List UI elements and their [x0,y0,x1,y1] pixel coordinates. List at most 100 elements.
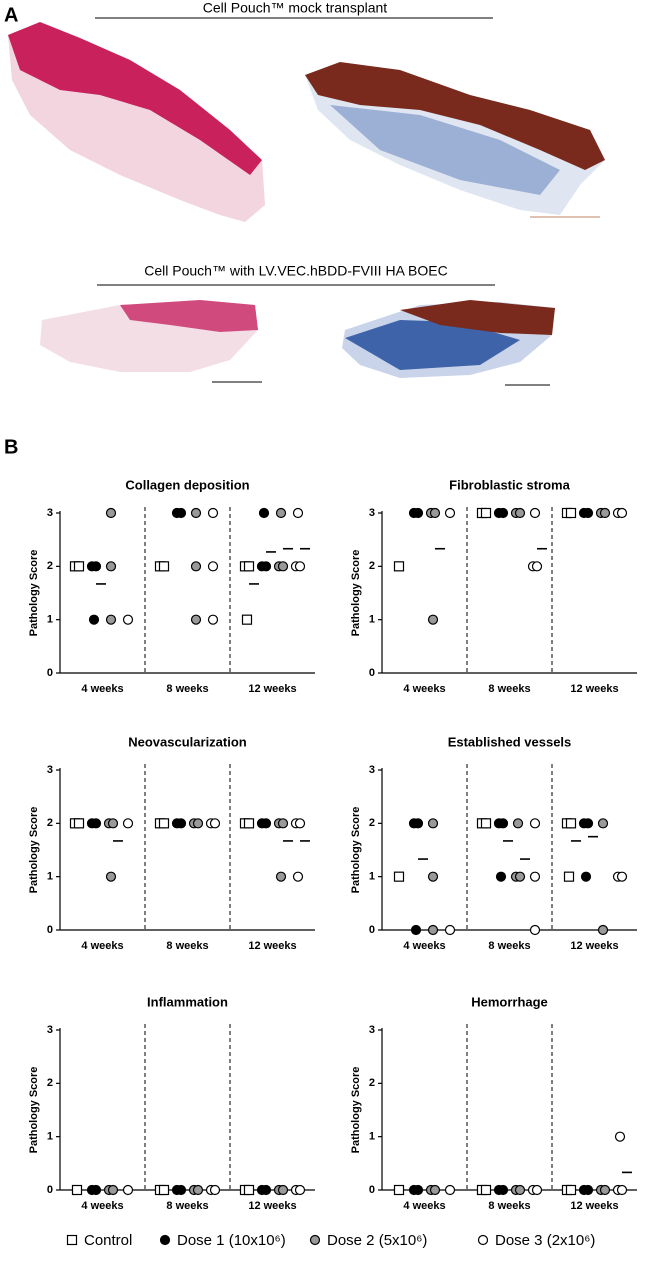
point [580,871,592,882]
point [107,1184,119,1196]
x-tick-label: 12 weeks [248,1200,296,1212]
point [88,614,100,625]
point [122,818,134,829]
y-tick-label: 3 [47,1024,53,1036]
point [105,507,117,519]
point [599,507,611,519]
legend-marker [66,1234,78,1246]
point [277,1184,289,1196]
point [90,818,102,829]
point [243,818,255,829]
point [531,561,543,572]
charts: Collagen deposition Pathology Score 0 1 2 3 4 … [28,477,637,1212]
y-tick-label: 1 [47,614,53,626]
point [275,871,287,882]
point [497,818,509,829]
y-tick-label: 0 [47,1184,53,1196]
point [105,614,117,625]
x-tick-label: 8 weeks [488,683,530,695]
y-axis-label: Pathology Score [350,550,362,637]
x-tick-label: 8 weeks [166,940,208,952]
y-tick-label: 3 [369,507,375,519]
point [294,561,306,572]
point [565,507,577,519]
x-tick-label: 4 weeks [403,683,445,695]
chart-title: Fibroblastic stroma [449,477,570,492]
y-tick-label: 0 [47,924,53,936]
point [427,818,439,829]
legend-marker [159,1234,171,1246]
point [292,507,304,519]
point [71,1184,83,1196]
point [192,818,204,829]
point [597,924,609,936]
point [614,1131,626,1142]
point [207,614,219,625]
image-caption: Cell Pouch™ mock transplant [203,0,388,16]
point [599,1184,611,1196]
point [529,924,541,936]
point [480,507,492,519]
chart-title: Hemorrhage [471,994,548,1009]
legend-label: Dose 1 (10x10⁶) [177,1232,286,1249]
point [260,818,272,829]
point [563,871,575,882]
panel-label: A [4,4,18,26]
chart-title: Neovascularization [128,734,247,749]
point [175,1184,187,1196]
point [393,871,405,882]
x-tick-label: 12 weeks [248,940,296,952]
x-tick-label: 8 weeks [166,683,208,695]
point [243,1184,255,1196]
point [175,818,187,829]
point [207,561,219,572]
panel-label: B [4,436,18,458]
x-tick-label: 4 weeks [81,1200,123,1212]
point [190,614,202,625]
point [175,507,187,519]
point [427,924,439,936]
point [107,818,119,829]
point [429,507,441,519]
point [73,818,85,829]
legend: Control Dose 1 (10x10⁶) Dose 2 (5x10⁶) Dose… [66,1232,595,1249]
point [444,507,456,519]
point [531,1184,543,1196]
chart-title: Inflammation [147,994,228,1009]
point [209,818,221,829]
x-tick-label: 12 weeks [570,1200,618,1212]
chart: Fibroblastic stroma Pathology Score 0 1 2 3 4 … [350,477,637,695]
point [105,871,117,882]
x-tick-label: 4 weeks [403,940,445,952]
point [122,614,134,625]
point [582,1184,594,1196]
point [192,1184,204,1196]
chart: Hemorrhage Pathology Score 0 1 2 3 4 weeks 8 we… [350,994,637,1212]
y-tick-label: 2 [47,560,53,572]
x-tick-label: 8 weeks [488,1200,530,1212]
y-tick-label: 1 [47,871,53,883]
chart: Inflammation Pathology Score 0 1 2 3 4 weeks 8 … [28,994,315,1212]
point [529,507,541,519]
point [616,871,628,882]
point [158,1184,170,1196]
point [597,818,609,829]
chart: Established vessels Pathology Score 0 1 2 3 4 … [350,734,637,952]
point [565,1184,577,1196]
point [514,507,526,519]
histology-he-2 [40,300,258,372]
chart-title: Established vessels [448,734,572,749]
histology-he-1 [8,22,265,222]
y-tick-label: 0 [369,667,375,679]
point [444,1184,456,1196]
point [90,1184,102,1196]
y-tick-label: 0 [369,1184,375,1196]
point [277,818,289,829]
y-tick-label: 2 [369,560,375,572]
point [529,818,541,829]
y-axis-label: Pathology Score [28,1067,40,1154]
y-tick-label: 3 [369,1024,375,1036]
y-tick-label: 2 [369,817,375,829]
point [277,561,289,572]
